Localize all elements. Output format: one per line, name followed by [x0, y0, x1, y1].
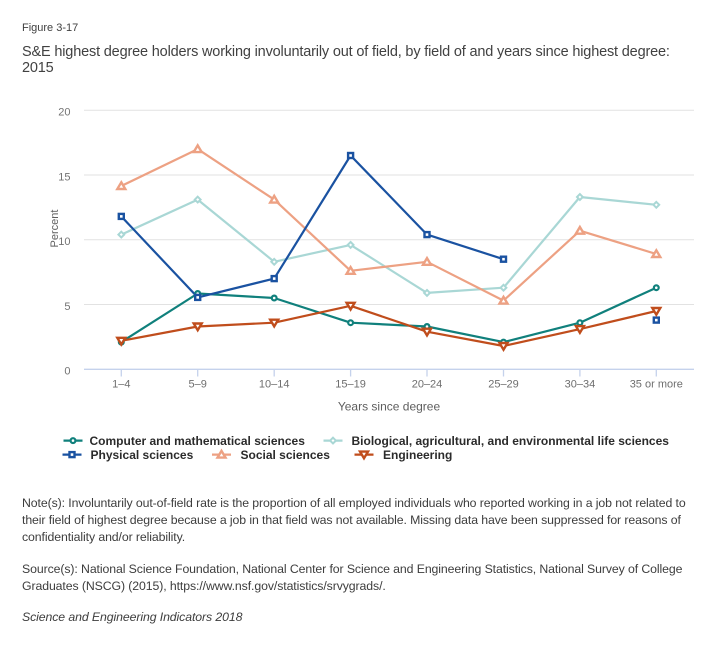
svg-text:10: 10	[58, 236, 70, 248]
svg-text:10–14: 10–14	[259, 379, 290, 391]
svg-text:Computer and mathematical scie: Computer and mathematical sciences	[90, 434, 306, 448]
svg-text:20: 20	[58, 107, 70, 119]
svg-text:Social sciences: Social sciences	[241, 448, 331, 462]
svg-text:0: 0	[64, 366, 70, 378]
svg-text:20–24: 20–24	[412, 379, 443, 391]
svg-text:25–29: 25–29	[488, 379, 519, 391]
svg-text:Physical sciences: Physical sciences	[91, 448, 194, 462]
svg-text:30–34: 30–34	[565, 379, 596, 391]
svg-text:5: 5	[64, 301, 70, 313]
svg-text:Biological, agricultural, and: Biological, agricultural, and environmen…	[352, 434, 670, 448]
svg-text:1–4: 1–4	[112, 379, 130, 391]
svg-text:Years since degree: Years since degree	[338, 400, 441, 414]
svg-text:Engineering: Engineering	[383, 448, 452, 462]
svg-text:Percent: Percent	[49, 210, 61, 248]
svg-text:15–19: 15–19	[335, 379, 366, 391]
svg-text:15: 15	[58, 171, 70, 183]
svg-text:35 or more: 35 or more	[630, 379, 683, 391]
svg-text:5–9: 5–9	[189, 379, 207, 391]
